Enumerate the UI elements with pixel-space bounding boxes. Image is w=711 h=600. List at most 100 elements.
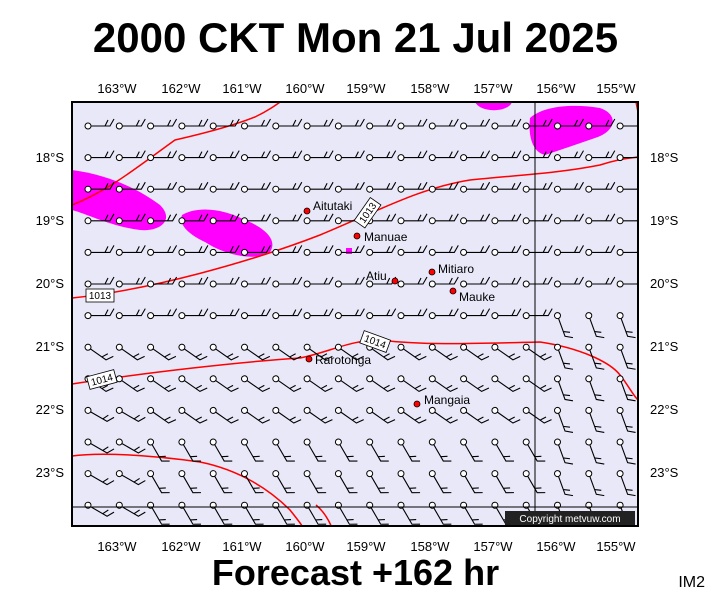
island-label-mangaia: Mangaia	[424, 393, 470, 407]
wind-barb	[397, 343, 427, 361]
wind-barb	[303, 343, 333, 361]
wind-barb	[178, 406, 208, 424]
wind-barb	[585, 406, 605, 433]
wind-barb	[554, 312, 574, 339]
wind-barb	[147, 150, 178, 162]
wind-barb	[397, 375, 427, 393]
wind-barb	[522, 375, 552, 393]
wind-barb	[178, 118, 209, 130]
lat-tick-label: 20°S	[36, 276, 65, 291]
wind-barb	[334, 375, 364, 393]
wind-barb	[115, 375, 145, 393]
wind-barb	[147, 213, 178, 225]
wind-barb	[428, 343, 458, 361]
wind-barb	[334, 438, 358, 462]
island-label-aitutaki: Aitutaki	[313, 199, 352, 213]
wind-barb	[84, 213, 115, 225]
wind-barb	[616, 438, 636, 465]
lon-tick-label: 161°W	[222, 81, 262, 96]
island-marker	[391, 277, 399, 285]
wind-barb	[147, 406, 177, 424]
wind-barb	[303, 150, 334, 162]
wind-barb	[272, 375, 302, 393]
wind-barb	[460, 118, 491, 130]
lat-tick-label: 23°S	[650, 465, 679, 480]
islands: Aitutaki Manuae Mitiaro Atiu Mauke Rarot…	[303, 199, 495, 408]
wind-barb	[272, 308, 303, 320]
wind-barb	[178, 213, 209, 225]
wind-barb	[272, 470, 295, 494]
wind-barb	[460, 406, 490, 424]
wind-barb	[84, 438, 115, 454]
isobar-label: 1013	[89, 291, 112, 302]
lat-tick-label: 22°S	[650, 402, 679, 417]
wind-barb	[272, 213, 303, 225]
wind-barb	[522, 118, 553, 130]
lon-tick-label: 160°W	[285, 81, 325, 96]
wind-barb	[147, 375, 177, 393]
wind-barb	[272, 276, 303, 288]
wind-barb	[147, 181, 178, 193]
wind-barb	[303, 276, 334, 288]
wind-barb	[147, 438, 170, 462]
lon-tick-label: 157°W	[473, 539, 513, 554]
wind-barb	[460, 150, 491, 162]
wind-barb	[366, 308, 397, 320]
wind-barb	[491, 118, 522, 130]
wind-barb	[303, 438, 327, 462]
wind-barb	[334, 343, 364, 361]
lon-tick-label: 156°W	[536, 81, 576, 96]
wind-barb	[147, 343, 177, 361]
wind-barb	[334, 276, 365, 288]
wind-barb	[616, 343, 636, 370]
lon-tick-label: 158°W	[410, 539, 450, 554]
wind-barb	[272, 406, 302, 424]
wind-barb	[334, 406, 364, 424]
wind-barb	[115, 118, 146, 130]
wind-barb	[303, 375, 333, 393]
lat-tick-label: 19°S	[650, 213, 679, 228]
wind-barb	[303, 308, 334, 320]
wind-barb	[554, 470, 574, 497]
wind-barb	[209, 406, 239, 424]
wind-barb	[460, 438, 483, 462]
wind-barb	[147, 276, 178, 288]
island-label-mauke: Mauke	[459, 290, 495, 304]
wind-barb	[84, 406, 115, 423]
wind-barb	[241, 343, 271, 361]
wind-barb	[585, 343, 605, 370]
lat-tick-label: 21°S	[650, 339, 679, 354]
wind-barb	[397, 470, 421, 494]
island-marker	[303, 207, 311, 215]
wind-barb	[428, 470, 452, 494]
wind-barb	[334, 470, 358, 494]
wind-barb	[397, 406, 427, 424]
wind-barb	[522, 343, 552, 361]
wind-barb	[366, 118, 397, 130]
wind-barb	[491, 213, 522, 225]
wind-barb	[241, 150, 271, 162]
wind-barb	[303, 245, 334, 256]
wind-barb	[334, 118, 365, 130]
wind-barb	[272, 118, 303, 130]
wind-barb	[178, 375, 208, 393]
wind-barb	[178, 181, 209, 193]
wind-barb	[522, 406, 552, 424]
wind-barb	[585, 181, 616, 193]
wind-barb	[366, 406, 396, 424]
wind-barb	[115, 213, 146, 225]
lat-tick-label: 19°S	[36, 213, 65, 228]
wind-barb	[397, 150, 428, 162]
island-marker	[428, 268, 436, 276]
map-frame	[71, 101, 639, 527]
wind-barb	[178, 308, 209, 320]
wind-barb	[209, 213, 240, 225]
wind-barb	[428, 406, 458, 424]
island-marker	[413, 400, 421, 408]
wind-barb	[115, 438, 146, 454]
wind-barb	[554, 213, 584, 225]
wind-barb	[115, 470, 146, 486]
island-label-atiu: Atiu	[366, 269, 387, 283]
wind-barb	[84, 343, 114, 361]
wind-barb	[616, 375, 636, 402]
